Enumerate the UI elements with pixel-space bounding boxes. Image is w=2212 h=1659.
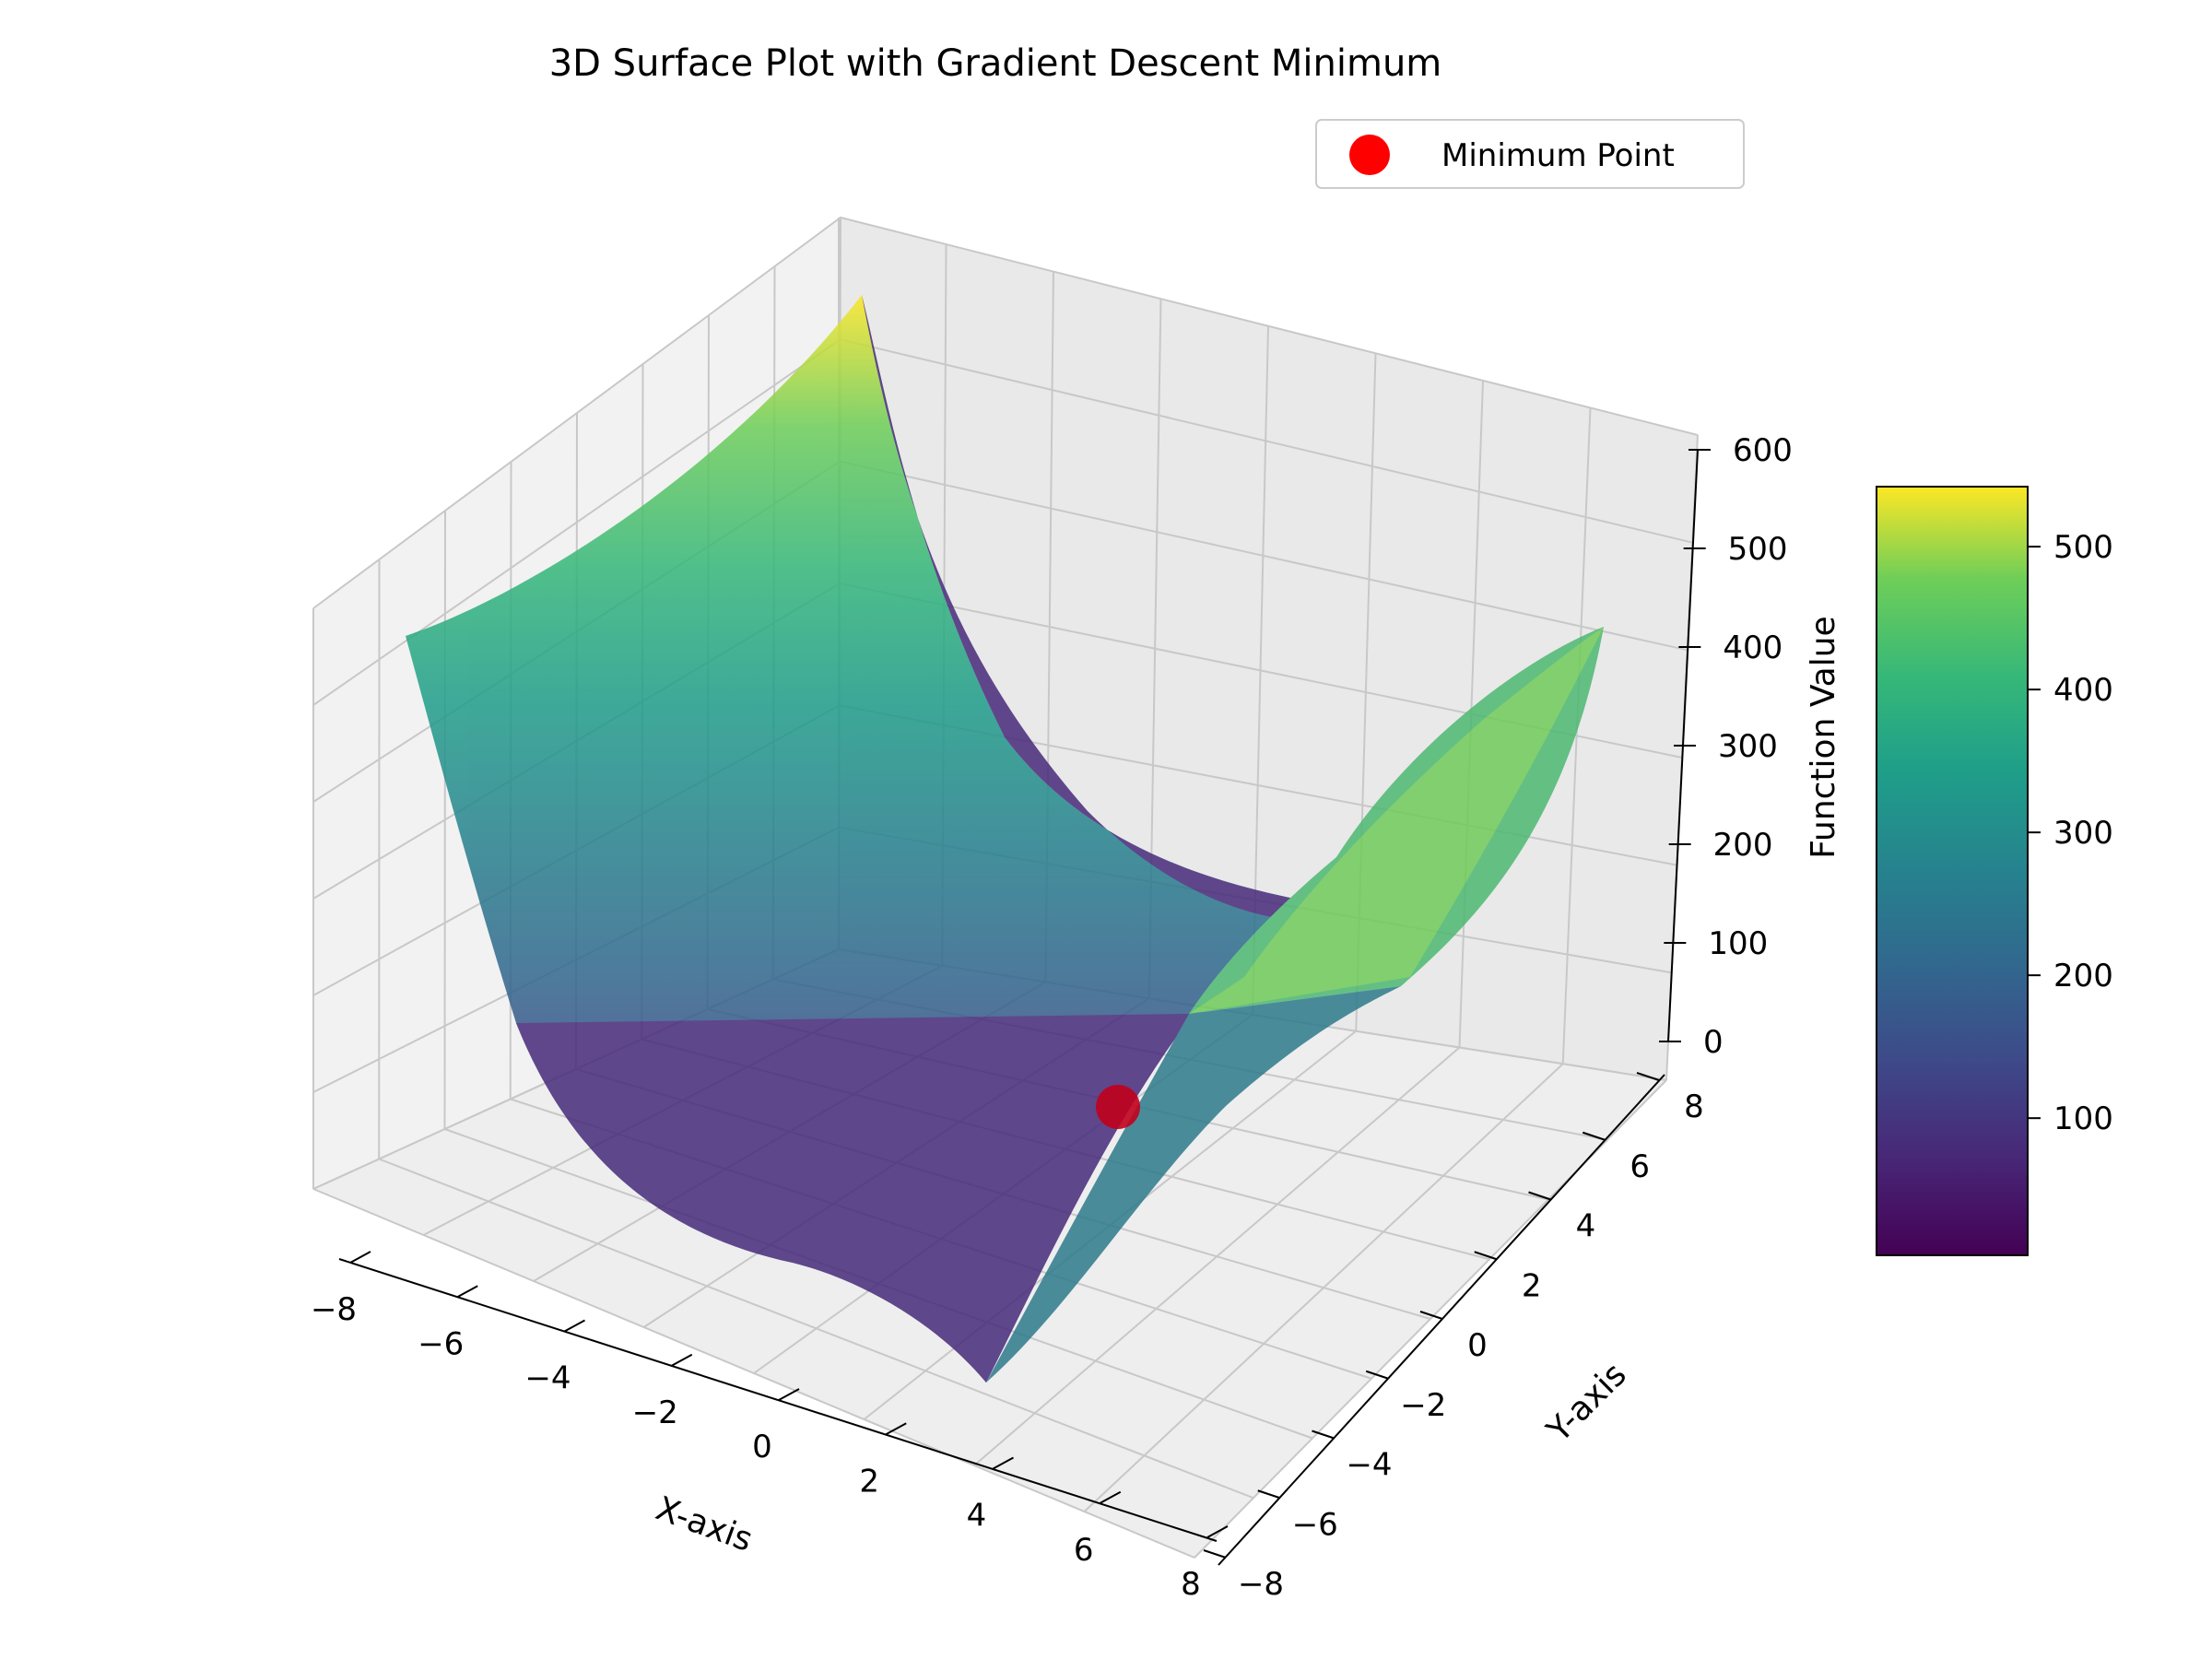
y-tick-label: −8 [1238, 1566, 1284, 1603]
y-tick [1365, 1370, 1389, 1380]
y-tick-label: 6 [1630, 1148, 1650, 1185]
z-tick-label: 400 [1723, 629, 1783, 666]
y-tick [1257, 1489, 1281, 1500]
y-tick-label: 0 [1467, 1327, 1488, 1364]
x-tick-label: 2 [859, 1463, 879, 1500]
x-tick [778, 1388, 800, 1401]
y-tick [1312, 1430, 1335, 1440]
colorbar-tick-label: 100 [2053, 1100, 2113, 1137]
z-tick-label: 600 [1733, 432, 1793, 469]
colorbar-gradient [1876, 486, 2029, 1256]
x-tick-label: 6 [1074, 1532, 1094, 1569]
y-tick-label: −2 [1400, 1387, 1446, 1424]
x-tick-label: 8 [1181, 1566, 1201, 1603]
surface-right-highlight [1189, 627, 1604, 1014]
grid-line-x [1083, 1063, 1564, 1512]
colorbar-ticks: 100 200 300 400 500 [2028, 529, 2113, 1137]
y-tick [1636, 1072, 1660, 1081]
y-tick-label: 8 [1684, 1088, 1704, 1125]
colorbar: 100 200 300 400 500 [1876, 486, 2113, 1256]
x-tick [564, 1319, 585, 1333]
z-tick-label: 100 [1708, 925, 1768, 962]
x-tick-label: 4 [967, 1498, 987, 1535]
colorbar-tick-label: 300 [2053, 815, 2113, 852]
z-tick-label: 0 [1703, 1024, 1724, 1061]
x-axis-label: X-axis [651, 1489, 757, 1559]
x-tick [456, 1285, 478, 1299]
colorbar-tick-label: 200 [2053, 958, 2113, 994]
x-tick-label: −6 [418, 1325, 464, 1362]
y-tick [1474, 1251, 1498, 1261]
x-tick [1206, 1525, 1229, 1538]
x-tick [885, 1422, 907, 1436]
y-tick [1528, 1191, 1551, 1201]
y-tick-label: −6 [1292, 1506, 1338, 1543]
x-tick-label: 0 [752, 1429, 772, 1465]
surface-right-face [986, 986, 1401, 1382]
y-tick-label: 4 [1576, 1208, 1596, 1245]
y-tick-label: 2 [1522, 1267, 1542, 1304]
x-tick [993, 1456, 1014, 1470]
legend-marker-minimum-point [1349, 135, 1390, 175]
z-tick-label: 300 [1718, 728, 1778, 765]
z-tick-label: 500 [1728, 531, 1788, 568]
grid-line-x [973, 1046, 1461, 1466]
y-tick [1203, 1549, 1227, 1559]
z-axis-label: Function Value [1805, 616, 1842, 858]
x-tick [1100, 1490, 1122, 1504]
colorbar-tick-label: 400 [2053, 672, 2113, 709]
y-tick [1582, 1131, 1606, 1141]
x-tick-label: −4 [524, 1360, 571, 1397]
chart-title: 3D Surface Plot with Gradient Descent Mi… [549, 42, 1442, 85]
y-tick [1419, 1311, 1443, 1320]
z-tick-label: 200 [1713, 827, 1773, 864]
legend: Minimum Point [1315, 119, 1745, 189]
y-axis-label: Y-axis [1539, 1356, 1633, 1450]
z-axis: 0 100 200 300 400 500 600 [1659, 432, 1793, 1061]
legend-label-minimum-point: Minimum Point [1441, 137, 1675, 174]
colorbar-tick-label: 500 [2053, 529, 2113, 566]
x-tick [671, 1353, 693, 1367]
y-tick-label: −4 [1346, 1447, 1392, 1484]
grid-line-z [312, 216, 1699, 609]
x-axis: −8 −6 −4 −2 0 2 4 6 8 [311, 1251, 1229, 1603]
x-tick-label: −2 [632, 1394, 678, 1431]
x-tick-label: −8 [311, 1291, 357, 1328]
x-tick [349, 1251, 371, 1264]
minimum-point-marker [1096, 1085, 1140, 1129]
legend-box [1315, 119, 1745, 189]
x-axis-line [338, 1258, 1218, 1542]
y-axis-line [1218, 1074, 1665, 1566]
